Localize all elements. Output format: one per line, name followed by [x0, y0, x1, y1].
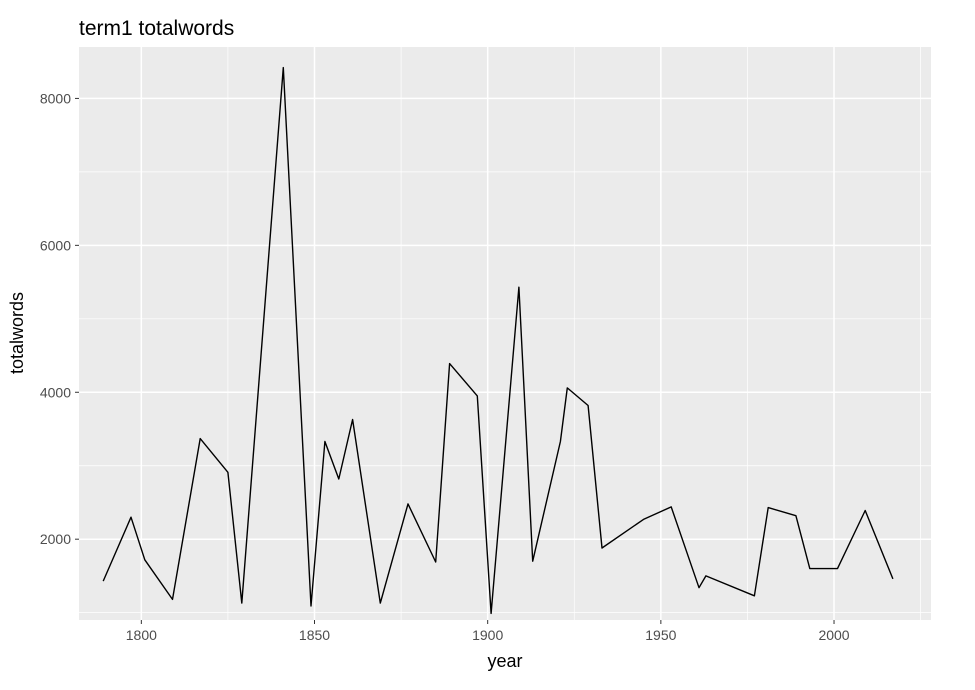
y-tick-label: 8000 — [40, 90, 71, 106]
y-tick-label: 2000 — [40, 531, 71, 547]
y-tick-label: 4000 — [40, 384, 71, 400]
data-series — [102, 66, 894, 615]
axes: 1800 1850 1900 1950 2000 2000 4000 6000 8000 — [40, 90, 850, 643]
x-tick-label: 1800 — [126, 627, 157, 643]
x-tick-label: 1850 — [299, 627, 330, 643]
x-tick-label: 1900 — [472, 627, 503, 643]
y-axis-title: totalwords — [7, 292, 27, 374]
plot-panel — [79, 47, 931, 620]
grid-lines — [79, 47, 931, 620]
series-line — [102, 66, 894, 615]
x-tick-label: 2000 — [818, 627, 849, 643]
y-tick-label: 6000 — [40, 237, 71, 253]
chart-title: term1 totalwords — [79, 17, 234, 40]
x-tick-label: 1950 — [645, 627, 676, 643]
x-axis-title: year — [487, 651, 522, 671]
